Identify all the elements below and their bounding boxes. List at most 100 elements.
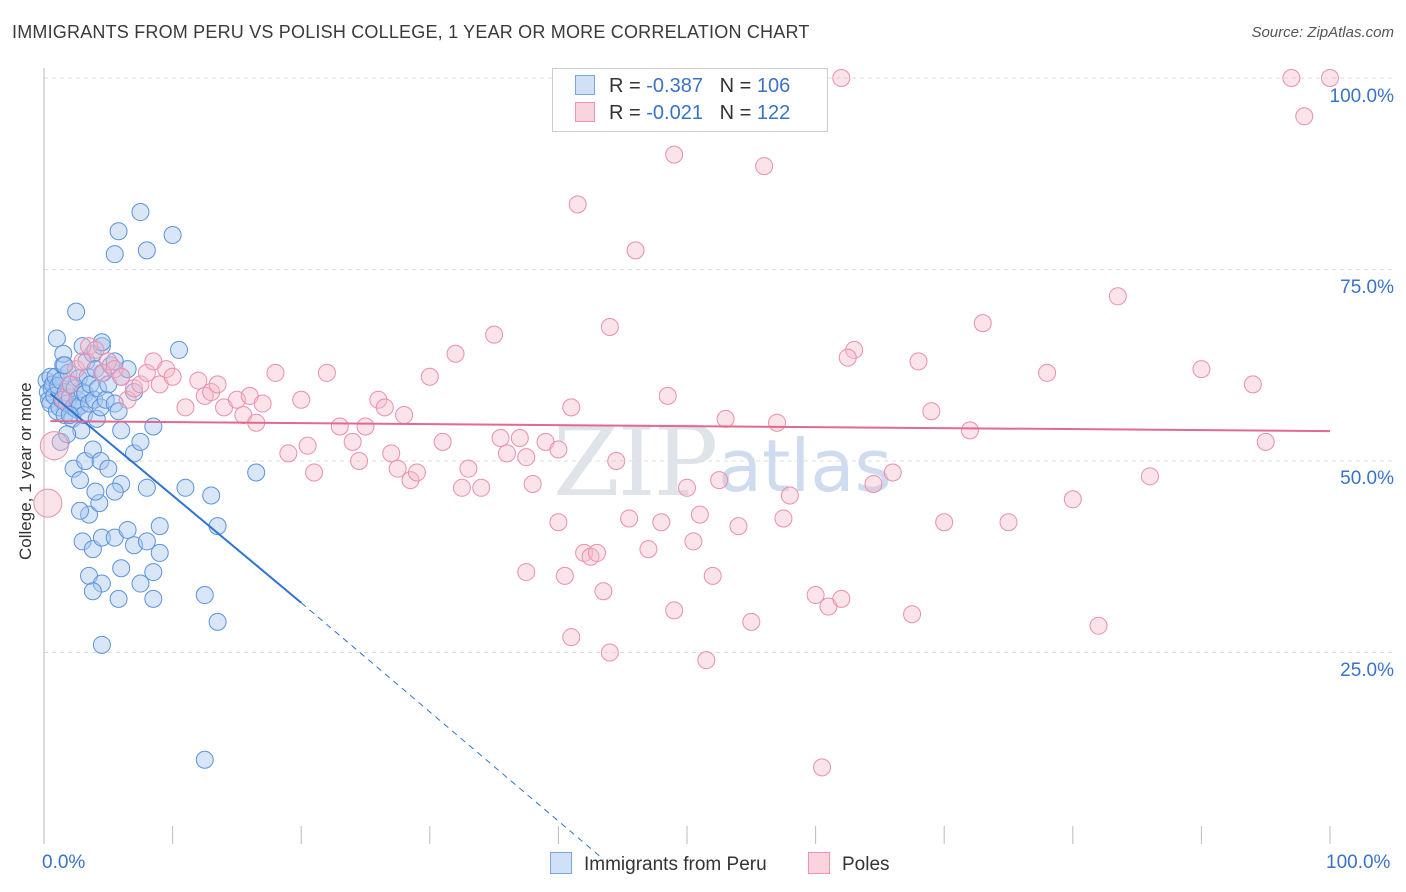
point-peru: [71, 501, 90, 520]
point-peru: [150, 517, 169, 536]
point-poles: [510, 429, 529, 448]
point-poles: [401, 471, 420, 490]
point-poles: [703, 566, 722, 585]
bottom-legend-label-poles: Poles: [842, 854, 890, 875]
point-peru: [47, 329, 66, 348]
point-poles: [472, 478, 491, 497]
legend-r-value-peru: -0.387: [646, 75, 703, 97]
point-peru: [137, 241, 156, 260]
point-poles: [774, 509, 793, 528]
point-poles: [350, 452, 369, 470]
point-poles: [549, 440, 568, 459]
point-peru: [87, 409, 106, 428]
point-poles: [452, 478, 471, 497]
point-poles: [375, 398, 394, 417]
y-tick-label-25: 25.0%: [1340, 660, 1394, 681]
point-poles: [562, 398, 581, 417]
point-peru: [67, 302, 86, 321]
point-peru: [144, 417, 163, 436]
source-label: Source: ZipAtlas.com: [1251, 24, 1394, 41]
series-poles-points: [33, 69, 1339, 777]
point-peru: [144, 589, 163, 608]
trend-line-poles: [50, 420, 1331, 433]
point-peru: [109, 589, 128, 608]
point-poles: [665, 145, 684, 164]
gridlines: [44, 77, 1392, 653]
point-poles: [497, 444, 516, 463]
point-peru: [131, 432, 150, 451]
point-peru: [91, 452, 110, 470]
point-poles: [60, 375, 79, 394]
point-poles: [279, 444, 298, 463]
point-poles: [317, 363, 336, 382]
bottom-legend-label-peru: Immigrants from Peru: [584, 854, 767, 875]
point-poles: [446, 344, 465, 363]
point-poles: [112, 367, 131, 386]
point-poles: [491, 429, 510, 448]
point-peru: [105, 245, 124, 264]
point-poles: [838, 348, 857, 367]
point-poles: [678, 478, 696, 497]
point-poles: [620, 509, 639, 528]
point-poles: [1038, 363, 1057, 382]
legend-n-value-peru: 106: [756, 75, 791, 97]
point-poles: [73, 352, 92, 371]
point-peru: [96, 390, 115, 409]
point-poles: [845, 340, 864, 359]
point-poles: [369, 390, 388, 409]
point-peru: [92, 528, 111, 547]
point-peru: [137, 478, 156, 497]
point-peru: [150, 543, 169, 562]
point-poles: [568, 195, 587, 214]
point-peru: [90, 494, 109, 513]
point-poles: [684, 532, 703, 551]
point-poles: [555, 566, 574, 585]
point-poles: [562, 628, 581, 647]
point-poles: [1282, 69, 1301, 87]
y-tick-label-75: 75.0%: [1340, 277, 1394, 298]
point-poles: [382, 444, 401, 463]
legend-r-label: R =: [609, 102, 641, 124]
point-peru: [137, 532, 156, 551]
point-poles: [716, 409, 735, 428]
point-poles: [742, 612, 761, 631]
point-peru: [105, 352, 124, 371]
axes: [43, 68, 1331, 844]
point-peru: [125, 444, 144, 463]
point-peru: [112, 559, 131, 578]
point-poles: [1256, 432, 1275, 451]
point-poles: [1140, 467, 1159, 486]
point-peru: [71, 471, 90, 490]
trend-lines: [49, 392, 1331, 860]
point-poles: [202, 383, 221, 402]
point-poles: [54, 390, 73, 409]
correlation-legend: R = -0.387 N = 106 R = -0.021 N = 122: [552, 68, 828, 132]
point-poles: [305, 463, 324, 482]
point-poles: [690, 505, 709, 524]
point-peru: [144, 563, 163, 582]
point-poles: [652, 513, 671, 532]
point-poles: [1243, 375, 1262, 394]
point-peru: [51, 371, 70, 390]
chart-title: IMMIGRANTS FROM PERU VS POLISH COLLEGE, …: [12, 22, 810, 42]
point-poles: [832, 69, 851, 87]
point-poles: [864, 474, 883, 493]
point-poles: [710, 471, 729, 490]
point-poles: [832, 589, 851, 608]
point-poles: [67, 360, 86, 379]
y-axis-title: College, 1 year or more: [16, 382, 35, 560]
point-poles: [903, 605, 922, 624]
legend-swatch-poles: [575, 102, 595, 122]
point-poles: [594, 582, 613, 601]
point-poles: [935, 513, 954, 532]
point-poles: [292, 390, 311, 409]
point-poles: [549, 513, 568, 532]
point-poles: [517, 563, 536, 582]
point-peru: [55, 356, 74, 375]
point-poles: [780, 486, 799, 505]
point-peru: [247, 463, 266, 482]
point-poles: [1063, 490, 1082, 509]
point-peru: [176, 478, 195, 497]
point-poles: [459, 459, 478, 478]
